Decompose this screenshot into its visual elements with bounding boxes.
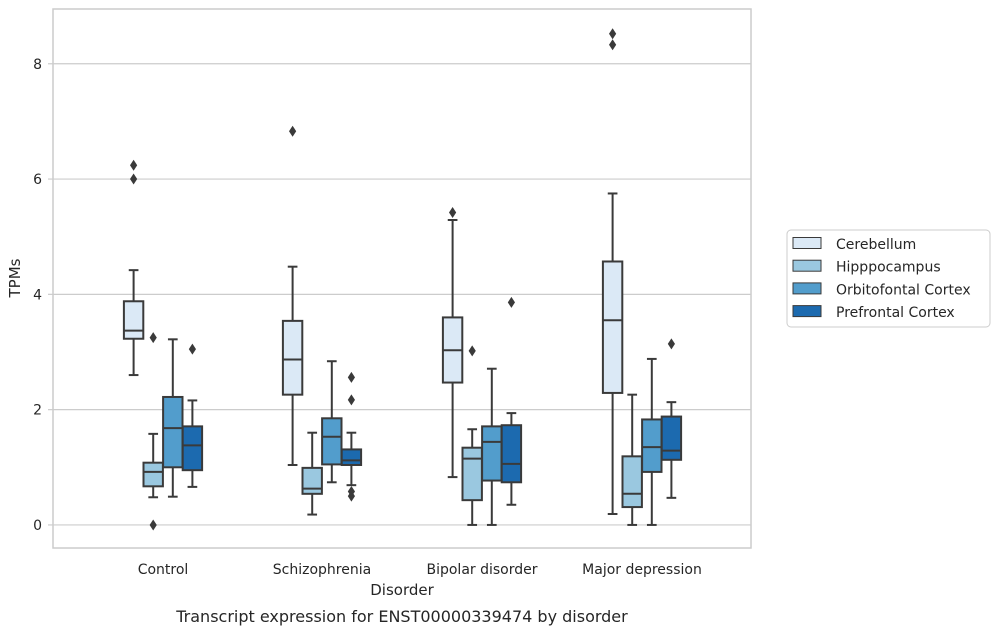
outlier-point: [149, 332, 157, 344]
box-orbitofontal-cortex: [321, 360, 343, 484]
y-tick-label: 0: [33, 518, 42, 534]
box-hipppocampus: [621, 393, 643, 526]
box-iqr: [340, 448, 363, 466]
box-cerebellum: [441, 206, 464, 479]
box-iqr: [281, 319, 304, 396]
outlier-point: [130, 159, 138, 171]
box-iqr: [601, 260, 624, 394]
legend: Cerebellum Hipppocampus Orbitofontal Corte…: [786, 229, 991, 328]
x-tick-label: Schizophrenia: [273, 562, 371, 578]
box-hipppocampus: [142, 332, 164, 531]
box-iqr: [122, 300, 145, 340]
legend-entry-label: Orbitofontal Cortex: [836, 282, 971, 298]
box-prefrontal-cortex: [500, 296, 523, 506]
outlier-point: [149, 519, 157, 531]
legend-swatch: [792, 259, 822, 272]
outlier-point: [347, 394, 355, 406]
outlier-point: [667, 338, 675, 350]
outlier-point: [507, 296, 515, 308]
box-iqr: [461, 446, 483, 502]
y-tick-label: 8: [33, 57, 42, 73]
axis-layer: 0 2 4 6 8 Control Schizophrenia Bipolar disorde…: [33, 57, 702, 578]
legend-entry-label: Prefrontal Cortex: [836, 305, 955, 321]
outlier-point: [609, 28, 617, 40]
box-prefrontal-cortex: [340, 371, 363, 502]
box-iqr: [321, 417, 343, 466]
legend-swatch: [792, 237, 822, 249]
box-iqr: [641, 418, 663, 473]
box-iqr: [301, 466, 323, 495]
outlier-point: [289, 125, 297, 137]
box-iqr: [481, 425, 503, 482]
outlier-point: [347, 486, 355, 498]
box-prefrontal-cortex: [181, 343, 204, 488]
legend-entry-label: Cerebellum: [836, 237, 916, 253]
y-axis-label: TPMs: [6, 258, 24, 298]
legend-swatch: [792, 305, 822, 318]
y-tick-label: 4: [33, 287, 42, 303]
legend-swatch: [792, 282, 822, 295]
y-tick-label: 2: [33, 403, 42, 419]
box-iqr: [621, 455, 643, 509]
outlier-point: [347, 371, 355, 383]
box-iqr: [660, 415, 683, 461]
x-tick-label: Control: [138, 562, 189, 578]
box-cerebellum: [281, 125, 304, 466]
legend-frame: [786, 229, 991, 328]
x-tick-label: Bipolar disorder: [426, 562, 537, 578]
x-tick-label: Major depression: [582, 562, 702, 578]
outlier-point: [449, 206, 457, 218]
outlier-point: [468, 345, 476, 357]
box-cerebellum: [122, 159, 145, 377]
box-hipppocampus: [301, 431, 323, 516]
box-hipppocampus: [461, 345, 483, 526]
box-iqr: [500, 424, 523, 484]
x-axis-label: Disorder: [370, 581, 434, 599]
outlier-point: [130, 173, 138, 185]
box-prefrontal-cortex: [660, 338, 683, 499]
box-iqr: [162, 395, 184, 469]
chart-caption: Transcript expression for ENST0000033947…: [175, 607, 628, 626]
box-layer: [122, 28, 683, 531]
box-orbitofontal-cortex: [641, 357, 663, 526]
box-iqr: [181, 425, 204, 472]
outlier-point: [609, 39, 617, 51]
legend-entry-label: Hipppocampus: [836, 260, 941, 276]
box-orbitofontal-cortex: [162, 338, 184, 498]
outlier-point: [188, 343, 196, 355]
y-tick-label: 6: [33, 172, 42, 188]
box-orbitofontal-cortex: [481, 367, 503, 526]
box-iqr: [142, 461, 164, 488]
plot-frame: [52, 8, 752, 549]
box-cerebellum: [601, 28, 624, 515]
